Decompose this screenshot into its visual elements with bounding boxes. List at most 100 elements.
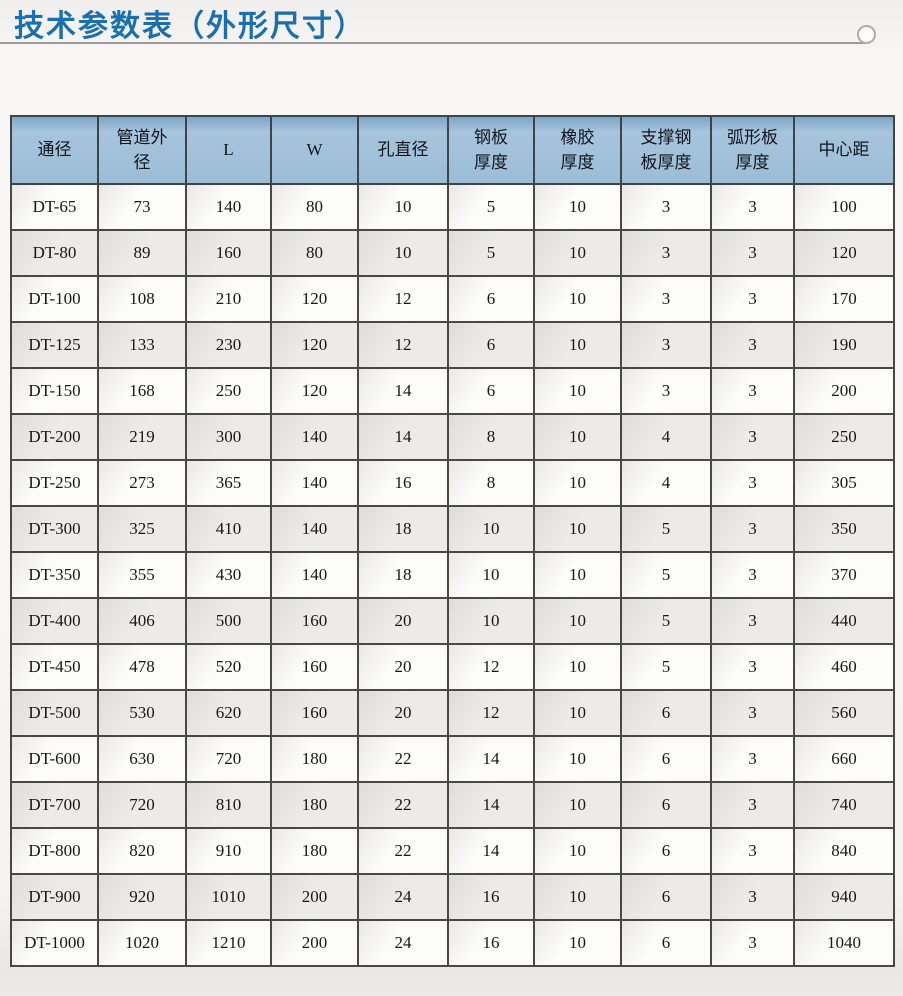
value-cell: 406: [97, 597, 187, 645]
value-cell: 180: [270, 735, 359, 783]
value-cell: 12: [357, 321, 449, 369]
table-row: DT-450 478 520 160 20 12 10 5 3 460: [10, 643, 895, 691]
column-header: L: [185, 115, 272, 185]
table-row: DT-500 530 620 160 20 12 10 6 3 560: [10, 689, 895, 737]
table-row: DT-125 133 230 120 12 6 10 3 3 190: [10, 321, 895, 369]
value-cell: 1010: [185, 873, 272, 921]
value-cell: 219: [97, 413, 187, 461]
value-cell: 230: [185, 321, 272, 369]
value-cell: 5: [447, 183, 535, 231]
value-cell: 1040: [793, 919, 895, 967]
header-row: 通径 管道外 径 L W 孔直径 钢板 厚度 橡胶 厚度 支撑钢 板厚度 弧形板 厚度 中心距: [10, 115, 895, 185]
value-cell: 10: [533, 229, 622, 277]
value-cell: 10: [533, 781, 622, 829]
value-cell: 140: [270, 413, 359, 461]
value-cell: 5: [447, 229, 535, 277]
spec-table: 通径 管道外 径 L W 孔直径 钢板 厚度 橡胶 厚度 支撑钢 板厚度 弧形板 厚度 中心距 D…: [10, 115, 895, 967]
value-cell: 10: [533, 597, 622, 645]
value-cell: 14: [357, 367, 449, 415]
column-header: 中心距: [793, 115, 895, 185]
value-cell: 630: [97, 735, 187, 783]
value-cell: 10: [357, 183, 449, 231]
value-cell: 920: [97, 873, 187, 921]
table-row: DT-100 108 210 120 12 6 10 3 3 170: [10, 275, 895, 323]
value-cell: 440: [793, 597, 895, 645]
table-row: DT-250 273 365 140 16 8 10 4 3 305: [10, 459, 895, 507]
value-cell: 6: [620, 689, 712, 737]
value-cell: 365: [185, 459, 272, 507]
value-cell: 18: [357, 505, 449, 553]
value-cell: 10: [533, 551, 622, 599]
value-cell: 10: [533, 919, 622, 967]
value-cell: 10: [533, 827, 622, 875]
value-cell: 3: [620, 229, 712, 277]
value-cell: 24: [357, 873, 449, 921]
value-cell: 140: [270, 551, 359, 599]
value-cell: 10: [533, 367, 622, 415]
value-cell: 133: [97, 321, 187, 369]
value-cell: 5: [620, 643, 712, 691]
value-cell: 200: [793, 367, 895, 415]
value-cell: 10: [533, 413, 622, 461]
value-cell: 560: [793, 689, 895, 737]
value-cell: 300: [185, 413, 272, 461]
table-row: DT-600 630 720 180 22 14 10 6 3 660: [10, 735, 895, 783]
value-cell: 3: [710, 827, 795, 875]
value-cell: 3: [710, 689, 795, 737]
model-cell: DT-450: [10, 643, 99, 691]
table-row: DT-700 720 810 180 22 14 10 6 3 740: [10, 781, 895, 829]
table-row: DT-800 820 910 180 22 14 10 6 3 840: [10, 827, 895, 875]
column-header: 孔直径: [357, 115, 449, 185]
value-cell: 910: [185, 827, 272, 875]
value-cell: 170: [793, 275, 895, 323]
value-cell: 6: [447, 321, 535, 369]
value-cell: 20: [357, 643, 449, 691]
value-cell: 190: [793, 321, 895, 369]
value-cell: 10: [533, 689, 622, 737]
value-cell: 500: [185, 597, 272, 645]
table-body: DT-65 73 140 80 10 5 10 3 3 100 DT-80 89 160 80 10 5 10 3…: [10, 183, 895, 967]
value-cell: 6: [447, 275, 535, 323]
value-cell: 740: [793, 781, 895, 829]
value-cell: 3: [710, 367, 795, 415]
table-row: DT-1000 1020 1210 200 24 16 10 6 3 1040: [10, 919, 895, 967]
value-cell: 168: [97, 367, 187, 415]
value-cell: 100: [793, 183, 895, 231]
value-cell: 8: [447, 413, 535, 461]
value-cell: 24: [357, 919, 449, 967]
value-cell: 720: [185, 735, 272, 783]
value-cell: 12: [447, 643, 535, 691]
value-cell: 180: [270, 827, 359, 875]
value-cell: 3: [710, 551, 795, 599]
value-cell: 3: [620, 367, 712, 415]
value-cell: 3: [710, 735, 795, 783]
value-cell: 3: [710, 229, 795, 277]
table-row: DT-300 325 410 140 18 10 10 5 3 350: [10, 505, 895, 553]
value-cell: 3: [710, 781, 795, 829]
value-cell: 305: [793, 459, 895, 507]
table-header: 通径 管道外 径 L W 孔直径 钢板 厚度 橡胶 厚度 支撑钢 板厚度 弧形板 厚度 中心距: [10, 115, 895, 185]
value-cell: 3: [710, 505, 795, 553]
model-cell: DT-800: [10, 827, 99, 875]
value-cell: 250: [185, 367, 272, 415]
value-cell: 720: [97, 781, 187, 829]
decorative-circle-icon: [857, 25, 876, 44]
value-cell: 3: [620, 321, 712, 369]
value-cell: 20: [357, 689, 449, 737]
value-cell: 10: [533, 275, 622, 323]
value-cell: 20: [357, 597, 449, 645]
model-cell: DT-250: [10, 459, 99, 507]
value-cell: 210: [185, 275, 272, 323]
model-cell: DT-300: [10, 505, 99, 553]
value-cell: 120: [270, 321, 359, 369]
value-cell: 180: [270, 781, 359, 829]
model-cell: DT-350: [10, 551, 99, 599]
value-cell: 940: [793, 873, 895, 921]
value-cell: 6: [620, 827, 712, 875]
value-cell: 430: [185, 551, 272, 599]
value-cell: 140: [270, 459, 359, 507]
model-cell: DT-65: [10, 183, 99, 231]
value-cell: 14: [447, 781, 535, 829]
model-cell: DT-125: [10, 321, 99, 369]
value-cell: 120: [793, 229, 895, 277]
